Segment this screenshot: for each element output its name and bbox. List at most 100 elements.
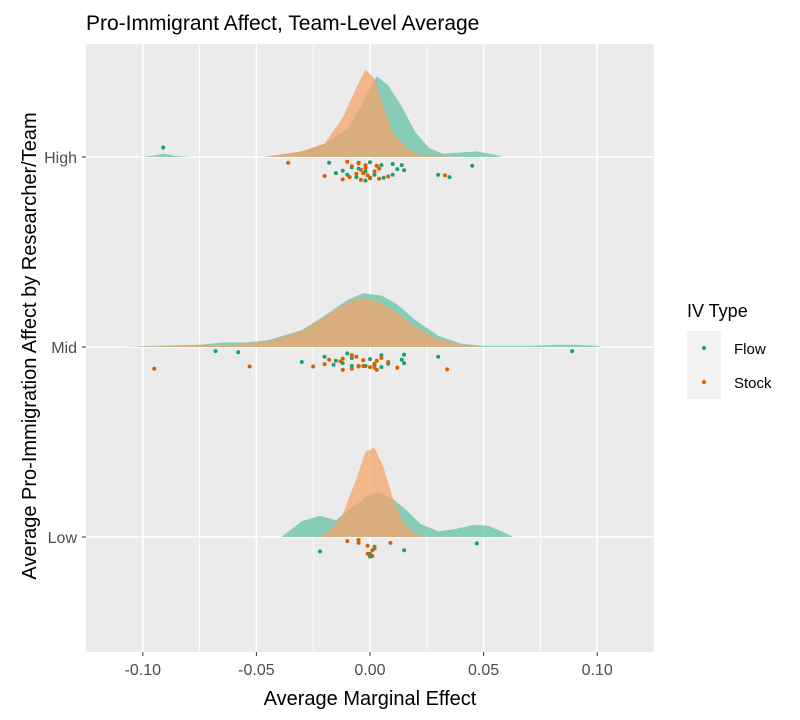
point-stock-mid (338, 359, 343, 364)
point-flow-mid (333, 358, 338, 363)
point-stock-mid (354, 354, 359, 359)
point-flow-high (372, 172, 377, 177)
y-tick-label-mid: Mid (51, 340, 77, 357)
point-flow-high (447, 175, 452, 180)
x-tick-label: 0.00 (354, 662, 385, 679)
point-flow-high (470, 163, 475, 168)
point-stock-low (356, 538, 361, 542)
point-flow-high (340, 168, 345, 173)
point-flow-low (318, 549, 322, 554)
point-stock-high (377, 176, 382, 181)
point-stock-low (345, 539, 350, 544)
point-flow-mid (331, 362, 336, 367)
point-stock-mid (372, 361, 377, 366)
point-flow-mid (236, 350, 241, 355)
point-stock-high (340, 177, 345, 182)
point-stock-high (354, 171, 359, 176)
point-flow-high (363, 178, 368, 183)
point-flow-high (379, 163, 384, 168)
point-flow-mid (349, 356, 354, 360)
point-stock-high (322, 174, 327, 178)
point-flow-mid (322, 354, 327, 359)
point-stock-mid (311, 364, 316, 369)
point-stock-mid (356, 364, 361, 369)
jittered-points (152, 145, 575, 559)
x-axis-title: Average Marginal Effect (264, 688, 477, 710)
point-flow-high (395, 167, 400, 172)
point-stock-high (347, 175, 352, 180)
point-stock-high (349, 164, 354, 169)
point-stock-mid (361, 358, 366, 363)
point-flow-high (327, 160, 332, 165)
legend-label-flow: Flow (734, 341, 766, 358)
legend-key-flow (702, 346, 706, 350)
point-stock-mid (340, 367, 345, 372)
point-stock-low (388, 540, 393, 545)
point-stock-mid (395, 365, 400, 370)
point-flow-low (474, 541, 479, 546)
legend: IV Type Flow Stock (687, 301, 772, 399)
point-flow-high (333, 171, 338, 176)
density-stock-mid (124, 297, 480, 347)
point-stock-high (363, 166, 368, 170)
y-tick-label-low: Low (48, 530, 78, 547)
x-tick-label: 0.10 (582, 662, 613, 679)
point-stock-low (365, 543, 370, 548)
point-stock-mid (374, 367, 379, 372)
point-flow-high (390, 162, 395, 166)
y-tick-label-high: High (44, 150, 77, 167)
point-stock-high (286, 160, 291, 165)
density-stock-high (263, 69, 466, 157)
point-flow-high (354, 175, 359, 180)
point-stock-mid (327, 357, 332, 362)
y-axis: Low Mid High (44, 150, 86, 547)
point-stock-low (370, 548, 375, 553)
legend-key-stock (702, 380, 706, 384)
point-flow-mid (436, 354, 441, 359)
point-flow-mid (213, 349, 218, 354)
point-stock-low (365, 551, 370, 556)
point-stock-mid (368, 365, 372, 370)
point-flow-high (161, 145, 166, 150)
point-stock-high (356, 161, 361, 166)
point-stock-mid (361, 364, 366, 368)
point-stock-low (356, 540, 361, 545)
chart-title: Pro-Immigrant Affect, Team-Level Average (86, 12, 479, 35)
minor-gridlines (199, 44, 541, 652)
point-stock-mid (349, 366, 354, 371)
point-stock-high (368, 176, 372, 181)
y-axis-title: Average Pro-Immigration Affect by Resear… (19, 112, 41, 579)
point-stock-high (361, 171, 366, 176)
density-ridges (124, 69, 602, 537)
x-tick-label: 0.05 (468, 662, 499, 679)
point-stock-mid (379, 356, 384, 360)
point-stock-mid (374, 358, 379, 363)
point-stock-mid (322, 362, 327, 367)
point-stock-high (377, 166, 382, 171)
point-stock-mid (152, 366, 157, 371)
legend-title: IV Type (687, 301, 748, 321)
point-flow-mid (402, 352, 407, 357)
point-stock-high (345, 159, 350, 164)
point-stock-high (386, 174, 391, 179)
point-stock-high (358, 167, 363, 172)
point-flow-mid (345, 351, 350, 356)
point-stock-high (365, 173, 370, 178)
point-stock-mid (340, 356, 345, 361)
point-stock-mid (386, 360, 391, 364)
point-stock-mid (247, 364, 252, 369)
point-flow-mid (570, 349, 575, 354)
legend-label-stock: Stock (734, 375, 772, 392)
density-stock-low (320, 447, 425, 537)
point-flow-mid (379, 365, 384, 370)
point-stock-mid (349, 353, 354, 358)
point-flow-high (381, 175, 386, 180)
point-flow-high (399, 163, 404, 168)
point-flow-high (402, 168, 407, 173)
point-flow-mid (349, 364, 354, 368)
x-tick-label: -0.10 (125, 662, 162, 679)
x-tick-label: -0.05 (238, 662, 275, 679)
point-flow-mid (299, 360, 304, 364)
point-flow-mid (379, 353, 384, 358)
